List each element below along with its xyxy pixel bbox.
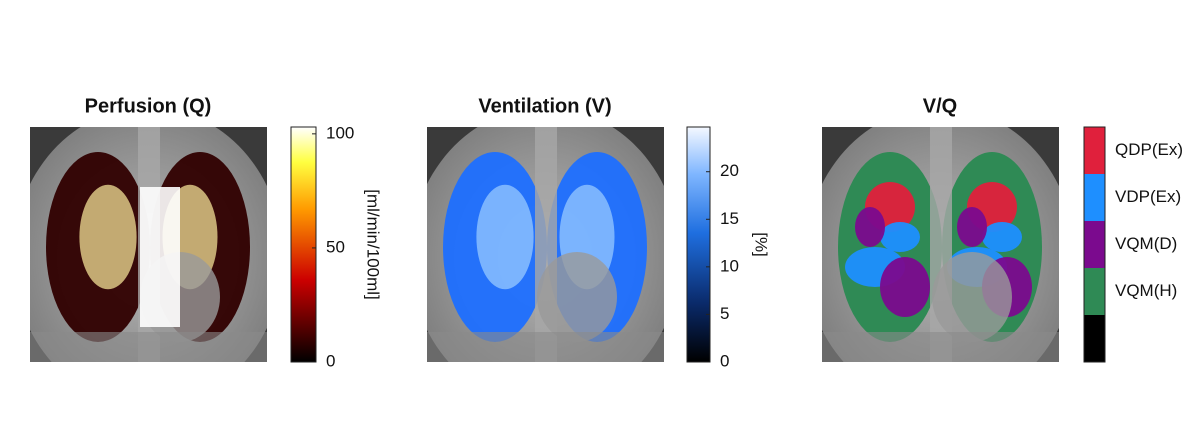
colorbar-label: [%]: [752, 232, 771, 257]
category-label: VDP(Ex): [1115, 187, 1181, 206]
lung-region: [880, 257, 930, 317]
lung-core: [476, 184, 534, 290]
lower-abdomen: [427, 332, 664, 362]
lower-abdomen: [30, 332, 267, 362]
panel: V/Q QDP(Ex) VDP(Ex) VQM(D) VQM(H): [822, 95, 1183, 363]
mri-image: [822, 127, 1059, 362]
category-label: VQM(H): [1115, 281, 1177, 300]
colorbar-tick-label: 20: [720, 161, 739, 180]
panel-title: Ventilation (V): [478, 95, 611, 117]
lung-core: [79, 184, 137, 290]
colorbar: [290, 126, 317, 363]
category-swatch: [1084, 127, 1105, 174]
mri-image: [30, 127, 267, 362]
panels: Perfusion (Q)050100[ml/min/100ml]Ventila…: [30, 95, 1183, 370]
colorbar-tick-label: 10: [720, 256, 739, 275]
colorbar-tick-label: 100: [326, 123, 354, 142]
colorbar-label: [ml/min/100ml]: [364, 189, 383, 300]
category-swatch: [1084, 174, 1105, 221]
colorbar-tick-label: 15: [720, 209, 739, 228]
lung-region: [880, 222, 920, 252]
colorbar-frame: [1083, 126, 1106, 363]
category-label: VQM(D): [1115, 234, 1177, 253]
category-swatch: [1084, 268, 1105, 315]
colorbar-tick-label: 0: [720, 351, 729, 370]
mri-image: [427, 127, 664, 362]
heart: [932, 252, 1012, 342]
colorbar-tick-label: 5: [720, 304, 729, 323]
category-swatch: [1084, 221, 1105, 268]
panel-title: Perfusion (Q): [85, 95, 212, 117]
lung-region: [957, 207, 987, 247]
heart: [537, 252, 617, 342]
colorbar: [686, 126, 711, 363]
vessels: [140, 187, 180, 327]
lung-region: [982, 222, 1022, 252]
panel: Ventilation (V) 0 5 10 15 20 [%]: [427, 95, 771, 370]
category-label: QDP(Ex): [1115, 140, 1183, 159]
lung-region: [855, 207, 885, 247]
lower-abdomen: [822, 332, 1059, 362]
colorbar-tick-label: 50: [326, 237, 345, 256]
panel: Perfusion (Q) 0 50 100 [ml/min/100ml]: [30, 95, 383, 370]
category-swatch: [1084, 315, 1105, 362]
panel-title: V/Q: [923, 95, 957, 117]
colorbar-tick-label: 0: [326, 351, 335, 370]
